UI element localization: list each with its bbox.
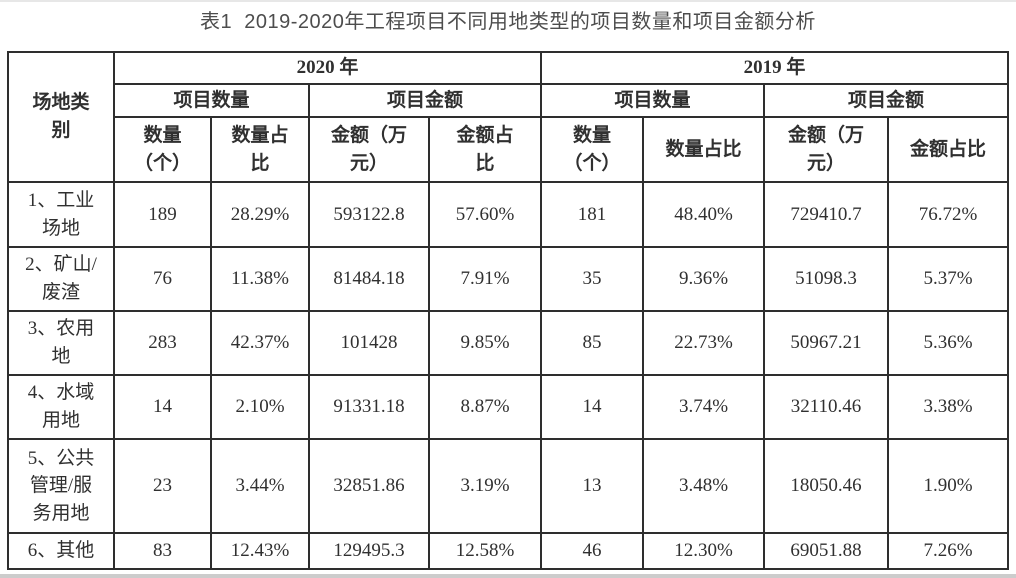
table-cell: 91331.18 [308, 374, 430, 440]
table-cell: 3.19% [427, 438, 543, 534]
table-cell: 23 [113, 438, 212, 534]
table-row-mine-waste: 2、矿山/ 废渣 76 11.38% 81484.18 7.91% 35 9.3… [7, 246, 1010, 312]
table-cell: 13 [540, 438, 645, 534]
table-cell: 12.58% [427, 532, 543, 570]
table-cell: 28.29% [210, 181, 310, 248]
row-category: 6、其他 [7, 532, 115, 570]
table-cell: 14 [113, 374, 212, 440]
table-row-water-land: 4、水域 用地 14 2.10% 91331.18 8.87% 14 3.74%… [7, 374, 1010, 440]
table-row-industrial-land: 1、工业 场地 189 28.29% 593122.8 57.60% 181 4… [7, 181, 1010, 248]
table-cell: 14 [540, 374, 645, 440]
header-row-groups: 项目数量 项目金额 项目数量 项目金额 [8, 83, 1010, 118]
table-cell: 50967.21 [763, 310, 890, 376]
table-cell: 57.60% [427, 181, 543, 248]
table-row-public-service-land: 5、公共 管理/服 务用地 23 3.44% 32851.86 3.19% 13… [7, 438, 1010, 534]
header-2019-project-amount-group: 项目金额 [763, 83, 1010, 118]
row-category: 5、公共 管理/服 务用地 [7, 438, 115, 534]
header-row-leaf: 数量 （个） 数量占 比 金额（万 元） 金额占 比 数量 （个） 数量占比 金… [8, 116, 1010, 183]
table-cell: 32110.46 [763, 374, 890, 440]
table-cell: 189 [113, 181, 212, 248]
table-cell: 1.90% [887, 438, 1010, 534]
table-cell: 22.73% [642, 310, 766, 376]
table-cell: 129495.3 [308, 532, 430, 570]
table-row-other: 6、其他 83 12.43% 129495.3 12.58% 46 12.30%… [7, 532, 1010, 570]
row-category: 4、水域 用地 [7, 374, 115, 440]
header-2019-project-count-group: 项目数量 [540, 83, 766, 118]
bottom-edge-divider [0, 574, 1016, 578]
header-2020-count-pct: 数量占 比 [210, 116, 310, 183]
table-cell: 83 [113, 532, 212, 570]
table-cell: 51098.3 [763, 246, 890, 312]
table-cell: 18050.46 [763, 438, 890, 534]
top-edge-divider [0, 0, 1016, 2]
table-cell: 5.37% [887, 246, 1010, 312]
table-cell: 69051.88 [763, 532, 890, 570]
table-cell: 181 [540, 181, 645, 248]
table-cell: 76 [113, 246, 212, 312]
table-cell: 9.36% [642, 246, 766, 312]
header-2020-count: 数量 （个） [113, 116, 212, 183]
table-cell: 12.30% [642, 532, 766, 570]
table-cell: 42.37% [210, 310, 310, 376]
header-2019-count: 数量 （个） [540, 116, 645, 183]
header-2020-amount-pct: 金额占 比 [427, 116, 543, 183]
header-2019-count-pct: 数量占比 [642, 116, 766, 183]
table-cell: 76.72% [887, 181, 1010, 248]
header-2019-amount: 金额（万 元） [763, 116, 890, 183]
table-cell: 3.48% [642, 438, 766, 534]
table-title: 表1 2019-2020年工程项目不同用地类型的项目数量和项目金额分析 [200, 11, 816, 33]
table-cell: 8.87% [427, 374, 543, 440]
table-cell: 3.38% [887, 374, 1010, 440]
header-2020-amount: 金额（万 元） [308, 116, 430, 183]
row-category: 3、农用 地 [7, 310, 115, 376]
table-cell: 7.91% [427, 246, 543, 312]
table-cell: 46 [540, 532, 645, 570]
table-cell: 11.38% [210, 246, 310, 312]
table-cell: 9.85% [427, 310, 543, 376]
table-cell: 7.26% [887, 532, 1010, 570]
table-cell: 12.43% [210, 532, 310, 570]
table-cell: 5.36% [887, 310, 1010, 376]
table-cell: 35 [540, 246, 645, 312]
row-category: 2、矿山/ 废渣 [7, 246, 115, 312]
table-cell: 283 [113, 310, 212, 376]
table-cell: 48.40% [642, 181, 766, 248]
table-cell: 101428 [308, 310, 430, 376]
header-row-years: 场地类 别 2020 年 2019 年 [7, 51, 1010, 183]
header-2020-project-amount-group: 项目金额 [307, 83, 543, 118]
header-year-2019: 2019 年 [540, 51, 1010, 85]
land-use-project-analysis-table: 场地类 别 2020 年 2019 年 项目数量 项目金额 项目数量 项目金额 … [7, 51, 1010, 570]
row-category: 1、工业 场地 [7, 181, 115, 248]
header-year-2020: 2020 年 [112, 51, 543, 85]
header-site-category: 场地类 别 [7, 51, 115, 183]
table-cell: 593122.8 [308, 181, 430, 248]
table-cell: 2.10% [210, 374, 310, 440]
header-2019-amount-pct: 金额占比 [887, 116, 1010, 183]
table-cell: 32851.86 [308, 438, 430, 534]
table-cell: 3.44% [210, 438, 310, 534]
table-cell: 85 [540, 310, 645, 376]
table-cell: 3.74% [642, 374, 766, 440]
table-cell: 729410.7 [763, 181, 890, 248]
header-2020-project-count-group: 项目数量 [113, 83, 310, 118]
table-cell: 81484.18 [308, 246, 430, 312]
table-row-agricultural-land: 3、农用 地 283 42.37% 101428 9.85% 85 22.73%… [7, 310, 1010, 376]
